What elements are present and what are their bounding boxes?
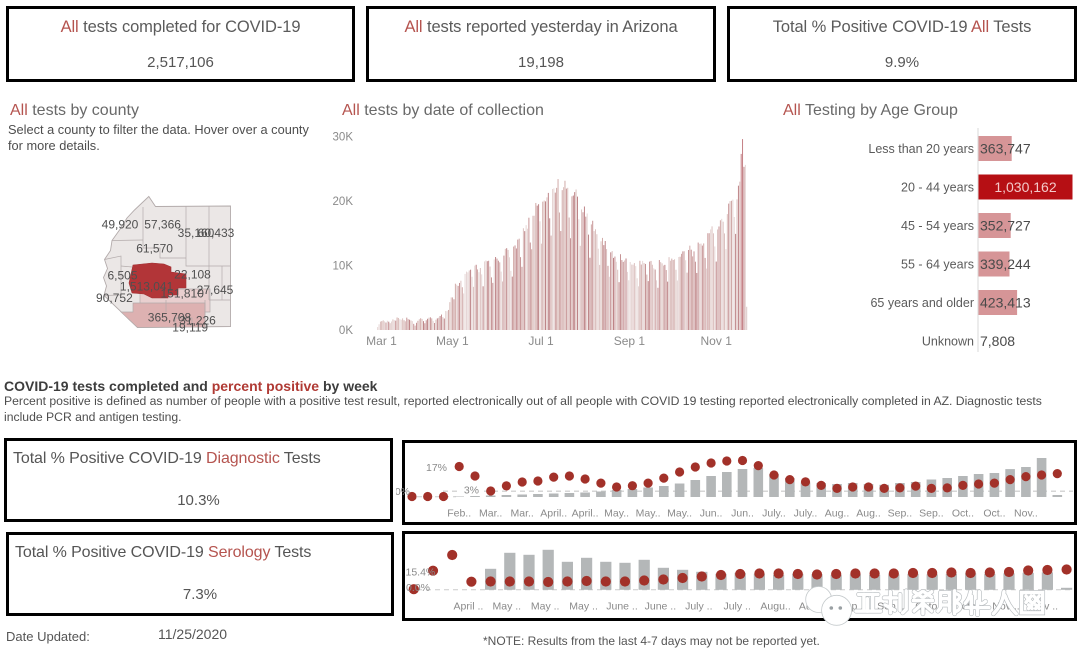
svg-text:April..: April.. bbox=[540, 508, 567, 520]
svg-text:20 - 44 years: 20 - 44 years bbox=[901, 181, 974, 195]
svg-text:363,747: 363,747 bbox=[980, 141, 1031, 157]
svg-text:55 - 64 years: 55 - 64 years bbox=[901, 258, 974, 272]
svg-text:1,513,041: 1,513,041 bbox=[120, 280, 174, 294]
svg-text:22,108: 22,108 bbox=[174, 268, 211, 282]
svg-text:Jul 1: Jul 1 bbox=[528, 334, 554, 348]
svg-text:July ..: July .. bbox=[723, 601, 750, 613]
svg-text:May ..: May .. bbox=[569, 601, 598, 613]
svg-text:27,645: 27,645 bbox=[197, 283, 234, 297]
svg-text:65 years and older: 65 years and older bbox=[870, 296, 974, 310]
svg-text:Sep..: Sep.. bbox=[919, 508, 944, 520]
svg-text:Oct..: Oct.. bbox=[952, 508, 974, 520]
svg-text:Mar..: Mar.. bbox=[479, 508, 502, 520]
svg-text:April ..: April .. bbox=[454, 601, 484, 613]
svg-text:Unknown: Unknown bbox=[922, 335, 974, 349]
svg-text:7,808: 7,808 bbox=[980, 333, 1015, 349]
svg-text:Mar 1: Mar 1 bbox=[366, 334, 397, 348]
svg-text:60,433: 60,433 bbox=[198, 226, 235, 240]
svg-text:Mar..: Mar.. bbox=[511, 508, 534, 520]
svg-text:Feb..: Feb.. bbox=[447, 508, 471, 520]
svg-text:352,727: 352,727 bbox=[980, 218, 1031, 234]
svg-text:365,708: 365,708 bbox=[148, 311, 192, 325]
svg-text:339,244: 339,244 bbox=[980, 256, 1031, 272]
svg-text:May..: May.. bbox=[667, 508, 692, 520]
svg-text:10K: 10K bbox=[333, 261, 354, 273]
svg-text:15.4%: 15.4% bbox=[406, 567, 436, 579]
svg-text:19,119: 19,119 bbox=[172, 321, 208, 335]
svg-text:Aug..: Aug.. bbox=[856, 508, 881, 520]
svg-text:Oct..: Oct.. bbox=[983, 508, 1005, 520]
svg-text:35,160: 35,160 bbox=[178, 226, 215, 240]
svg-text:Sep..: Sep.. bbox=[888, 508, 913, 520]
svg-text:May..: May.. bbox=[604, 508, 629, 520]
svg-text:0.0%: 0.0% bbox=[406, 582, 430, 594]
svg-text:Sep 1: Sep 1 bbox=[614, 334, 646, 348]
svg-text:Aug..: Aug.. bbox=[825, 508, 850, 520]
svg-text:423,413: 423,413 bbox=[980, 295, 1031, 311]
svg-text:0K: 0K bbox=[339, 325, 353, 337]
svg-text:Jun..: Jun.. bbox=[700, 508, 723, 520]
svg-text:1,030,162: 1,030,162 bbox=[994, 179, 1056, 195]
svg-text:Nov 1: Nov 1 bbox=[701, 334, 733, 348]
svg-text:June ..: June .. bbox=[606, 601, 638, 613]
svg-text:20K: 20K bbox=[333, 196, 354, 208]
svg-text:Less than 20 years: Less than 20 years bbox=[868, 142, 974, 156]
svg-text:31,226: 31,226 bbox=[179, 313, 216, 327]
svg-text:May..: May.. bbox=[636, 508, 661, 520]
svg-text:45 - 54 years: 45 - 54 years bbox=[901, 219, 974, 233]
svg-text:3%: 3% bbox=[464, 485, 479, 497]
svg-text:July ..: July .. bbox=[685, 601, 712, 613]
svg-text:June ..: June .. bbox=[645, 601, 677, 613]
svg-text:Nov..: Nov.. bbox=[1014, 508, 1038, 520]
svg-text:May ..: May .. bbox=[531, 601, 560, 613]
svg-text:July..: July.. bbox=[762, 508, 786, 520]
svg-text:May 1: May 1 bbox=[436, 334, 469, 348]
svg-text:6,505: 6,505 bbox=[107, 269, 137, 283]
svg-text:0%: 0% bbox=[396, 486, 410, 498]
svg-text:49,920: 49,920 bbox=[102, 218, 139, 232]
svg-text:30K: 30K bbox=[333, 132, 354, 144]
svg-text:61,570: 61,570 bbox=[136, 242, 173, 256]
svg-text:April..: April.. bbox=[572, 508, 599, 520]
svg-text:Jun..: Jun.. bbox=[731, 508, 754, 520]
svg-text:July..: July.. bbox=[794, 508, 818, 520]
svg-text:Augu..: Augu.. bbox=[760, 601, 790, 613]
svg-text:17%: 17% bbox=[426, 462, 447, 474]
svg-text:90,752: 90,752 bbox=[96, 291, 133, 305]
svg-text:May ..: May .. bbox=[493, 601, 522, 613]
svg-text:151,810: 151,810 bbox=[161, 286, 205, 300]
svg-text:57,366: 57,366 bbox=[144, 218, 181, 232]
